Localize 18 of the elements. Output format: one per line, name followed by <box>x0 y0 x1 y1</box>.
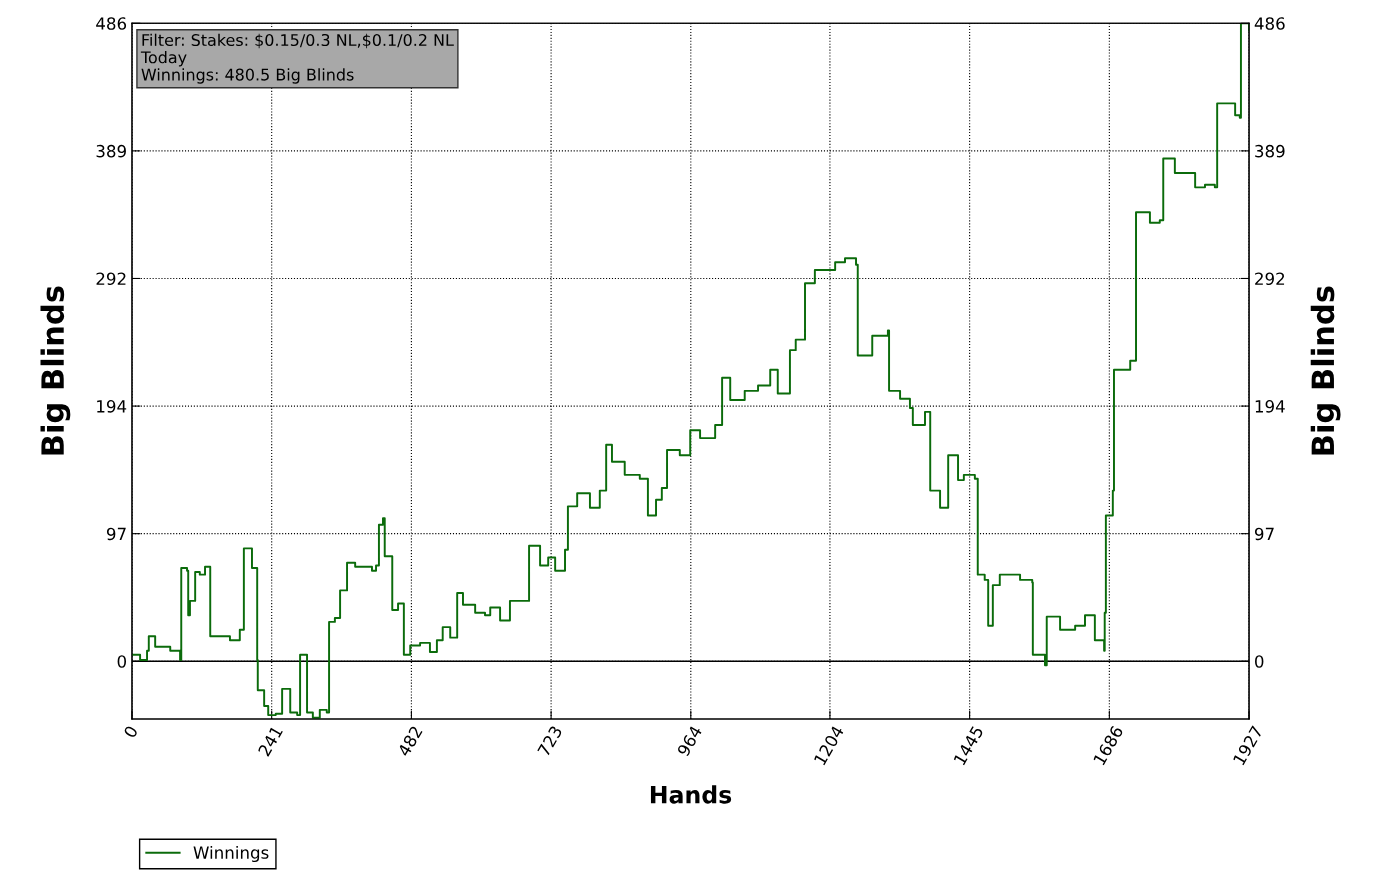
y2-tick-label: 194 <box>1255 400 1285 413</box>
y2-tick-label: 0 <box>1255 655 1264 668</box>
annotation: Filter: Stakes: $0.15/0.3 NL,$0.1/0.2 NL Today Winnings: 480.5 Big Blinds <box>140 33 454 84</box>
y2-tick-label: 389 <box>1255 144 1285 158</box>
y-tick-label: 0 <box>117 655 127 668</box>
y2-tick-label: 97 <box>1254 527 1274 541</box>
y-tick-label: 292 <box>96 272 126 286</box>
y2-tick-label: 486 <box>1254 17 1285 30</box>
y2-tick-label: 292 <box>1255 272 1285 286</box>
y-axis-title: Big Blinds <box>40 286 71 455</box>
y-tick-label: 194 <box>97 400 127 413</box>
y-tick-label: 486 <box>96 17 127 30</box>
y2-axis-title: Big Blinds <box>1310 286 1341 455</box>
x-tick-label: 0 <box>123 725 139 739</box>
legend-label: Winnings <box>193 845 269 863</box>
y-tick-label: 389 <box>96 144 126 158</box>
y-tick-label: 97 <box>106 527 126 541</box>
x-axis-title: Hands <box>650 785 732 804</box>
